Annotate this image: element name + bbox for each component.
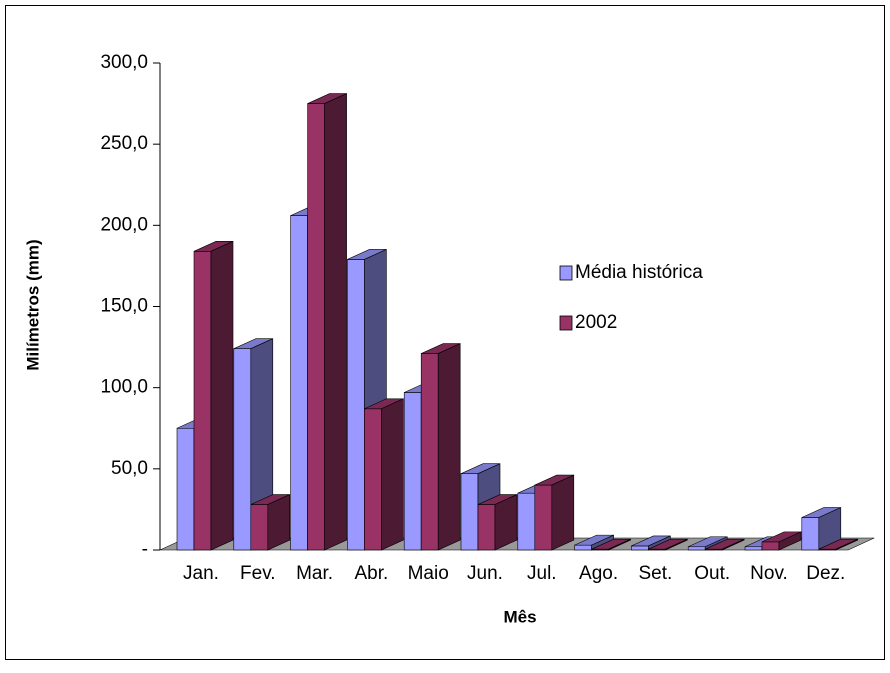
bar: [176, 427, 195, 551]
y-axis-label: Milímetros (mm): [23, 239, 42, 370]
x-tick-label: Dez.: [806, 563, 845, 584]
bar: [460, 473, 479, 551]
x-tick-label: Ago.: [579, 563, 618, 584]
legend-label: 2002: [575, 312, 617, 333]
bar: [233, 348, 252, 551]
bar-side: [721, 538, 745, 551]
bar: [403, 392, 422, 551]
bar: [420, 353, 439, 551]
bar: [534, 484, 553, 551]
legend-swatch: [559, 315, 573, 331]
bar: [517, 492, 536, 551]
x-tick-label: Jun.: [467, 563, 503, 584]
legend-swatch: [559, 265, 573, 281]
bar: [364, 408, 382, 551]
bar: [307, 103, 325, 551]
bar-side: [778, 531, 802, 551]
bar-side: [551, 474, 575, 551]
bar-side: [267, 494, 291, 551]
bar: [347, 259, 365, 551]
chart-border: [5, 5, 885, 660]
bar: [761, 541, 780, 551]
bar-side: [324, 93, 347, 551]
x-tick-label: Set.: [638, 563, 672, 584]
bar-side: [835, 538, 859, 551]
bar-side: [665, 538, 688, 551]
x-tick-label: Jan.: [183, 563, 219, 584]
bar: [290, 215, 308, 551]
bar-side: [437, 343, 461, 551]
bar-side: [381, 398, 404, 551]
bar-side: [608, 538, 631, 551]
bar: [631, 545, 649, 551]
bar-side: [210, 240, 234, 551]
x-axis-label: Mês: [503, 607, 536, 626]
bar: [193, 251, 212, 551]
bar: [744, 546, 763, 551]
y-tick-label: 100,0: [100, 377, 148, 398]
y-tick-label: 50,0: [111, 458, 148, 479]
y-tick-label: 200,0: [100, 214, 148, 235]
x-tick-label: Out.: [694, 563, 730, 584]
x-tick-label: Nov.: [750, 563, 788, 584]
bar: [574, 544, 592, 551]
bar: [250, 504, 269, 551]
y-tick-label: 300,0: [100, 52, 148, 73]
x-tick-label: Fev.: [240, 563, 276, 584]
x-tick-label: Mar.: [296, 563, 333, 584]
y-tick-label: -: [142, 539, 148, 560]
bar-side: [494, 494, 518, 551]
bar: [687, 546, 706, 551]
bar: [477, 504, 496, 551]
x-tick-label: Jul.: [527, 563, 557, 584]
x-tick-label: Abr.: [354, 563, 388, 584]
legend-label: Média histórica: [575, 262, 703, 283]
bar: [801, 517, 820, 551]
y-tick-label: 150,0: [100, 296, 148, 317]
x-tick-label: Maio: [408, 563, 449, 584]
y-tick-label: 250,0: [100, 133, 148, 154]
